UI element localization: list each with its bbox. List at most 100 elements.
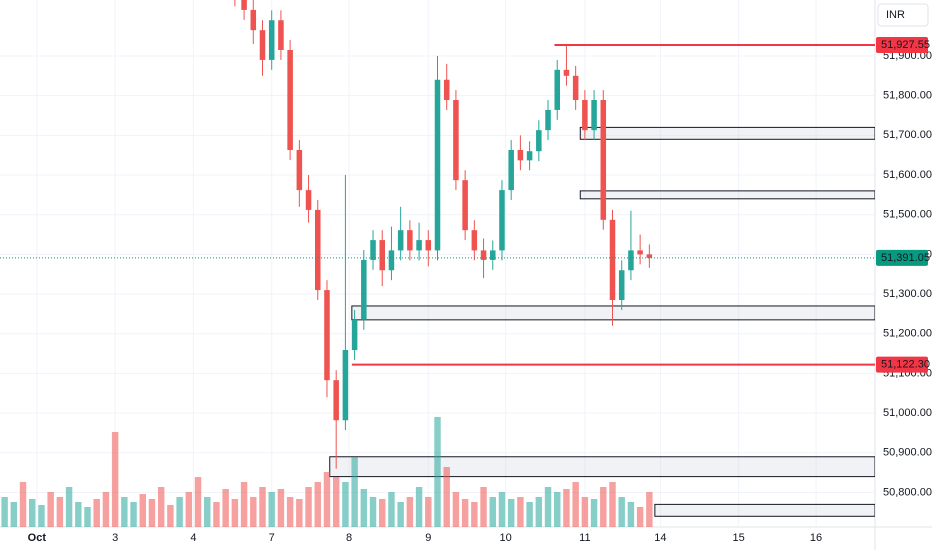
y-tick-label: 50,800.00 [883,486,932,498]
y-tick-label: 51,800.00 [883,90,932,102]
volume-bar [194,477,202,527]
volume-bar [415,487,423,527]
volume-bar [38,505,45,527]
candle-body [600,100,607,220]
x-tick-label: Oct [28,532,47,544]
volume-bar [471,502,478,527]
candle-body [582,100,588,131]
volume-bar [572,482,579,527]
candle-body [250,9,257,31]
candle-body [609,219,616,301]
volume-bar [554,492,561,527]
volume-bar [185,492,193,527]
volume-bar [268,492,275,527]
y-tick-label: 51,300.00 [883,288,932,300]
candle-body [517,150,524,161]
x-tick-label: 15 [733,532,745,544]
y-tick-label: 51,000.00 [883,407,932,419]
volume-bar [29,499,36,527]
candle-body [443,79,450,101]
volume-bar [498,492,506,527]
y-tick-label: 51,200.00 [883,328,932,340]
volume-bar [259,487,266,527]
candle-body [591,100,597,131]
volume-bar [507,499,515,527]
volume-bar [480,487,487,527]
volume-bar [47,492,54,527]
candle-body [305,190,312,210]
candle-body [268,20,275,60]
volume-bar [176,497,183,527]
volume-bar [286,497,294,527]
volume-bar [323,472,331,527]
volume-bar [369,497,377,527]
volume-bar [19,482,27,527]
volume-bar [240,482,248,527]
volume-bar [397,502,404,527]
volume-bar [296,499,303,527]
level-box [876,37,928,54]
volume-bar [157,487,165,527]
volume-bar [646,492,653,527]
volume-bar [314,482,321,527]
volume-bar [535,497,543,527]
candle-body [471,230,478,251]
volume-bar [351,457,358,527]
candle-body [572,75,579,101]
y-tick-label: 50,900.00 [883,447,932,459]
candle-body [342,350,349,421]
volume-bar [231,499,239,527]
volume-bar [305,487,312,527]
x-tick-label: 11 [579,532,590,544]
volume-bar [425,497,432,527]
volume-bar [406,497,414,527]
volume-bar [332,477,340,527]
volume-bar [443,467,450,527]
volume-bar [250,497,257,527]
candle-body [637,250,643,255]
volume-bar [342,482,349,527]
volume-bar [581,497,589,527]
volume-bar [379,499,386,527]
last-price-box [876,249,928,266]
volume-bar [204,497,211,527]
zone [579,126,875,140]
currency-box[interactable] [877,3,929,27]
candle-body [554,69,560,110]
volume-bar [277,489,285,527]
currency: INR [886,9,905,21]
candle-body [526,151,533,161]
volume-bar [544,487,552,527]
candle-body [361,259,367,320]
candle-body [351,319,358,351]
candle-body [416,240,422,251]
volume-bar [618,497,625,527]
volume-bar [121,497,128,527]
volume-bar [84,507,91,527]
x-tick-label: 8 [346,532,352,544]
volume-bar [434,417,441,527]
candle-body [397,230,404,251]
candle-body [315,209,321,291]
candle-body [425,240,432,251]
candle-body [628,250,634,271]
zone [329,456,875,478]
volume-bar [93,499,100,527]
x-tick-label: 14 [654,532,666,544]
candle-body [388,250,395,271]
volume-bar [627,502,635,527]
volume-bar [10,502,18,527]
candle-body [434,79,441,251]
candle-body [545,109,551,131]
candle-body [618,270,625,301]
volume-bar [75,502,82,527]
x-tick-label: 9 [425,532,431,544]
y-tick-label: 51,500.00 [883,209,932,221]
candle-body [241,0,247,10]
volume-bar [1,497,8,527]
candle-body [324,290,330,381]
candle-body [646,254,653,258]
volume-bar [65,487,73,527]
